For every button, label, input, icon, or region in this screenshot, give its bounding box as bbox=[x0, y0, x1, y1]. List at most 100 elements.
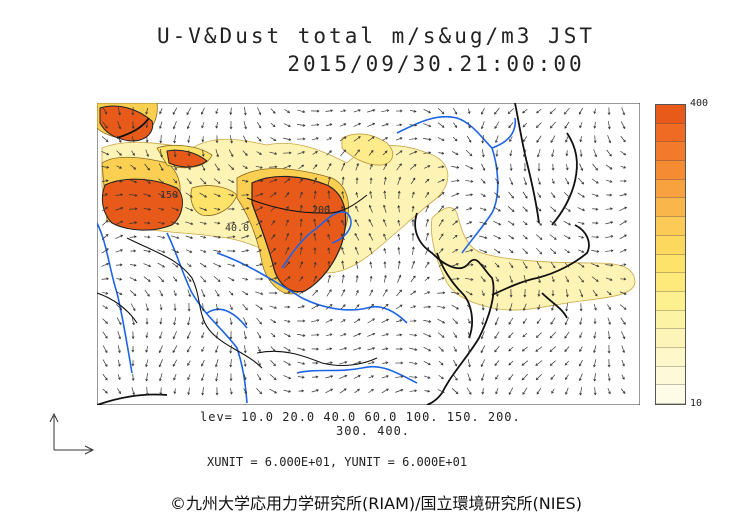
wind-vector-icon bbox=[105, 335, 108, 339]
wind-vector-icon bbox=[385, 347, 389, 351]
wind-vector-icon bbox=[437, 192, 445, 198]
wind-vector-icon bbox=[428, 305, 432, 309]
wind-vector-icon bbox=[231, 278, 235, 282]
wind-vector-icon bbox=[396, 334, 402, 336]
wind-vector-icon bbox=[339, 361, 347, 365]
wind-vector-icon bbox=[215, 125, 219, 129]
wind-vector-icon bbox=[283, 291, 291, 295]
wind-vector-icon bbox=[469, 221, 473, 224]
wind-vector-icon bbox=[382, 362, 388, 364]
wind-vector-icon bbox=[299, 218, 303, 222]
wind-vector-icon bbox=[537, 149, 541, 157]
wind-vector-icon bbox=[173, 377, 176, 381]
wind-vector-icon bbox=[259, 249, 262, 252]
wind-vector-icon bbox=[215, 140, 219, 144]
wind-vector-icon bbox=[174, 279, 178, 282]
wind-vector-icon bbox=[316, 123, 320, 127]
wind-vector-icon bbox=[564, 335, 568, 339]
wind-vector-icon bbox=[581, 181, 585, 185]
colorbar-swatch bbox=[656, 198, 685, 218]
wind-vector-icon bbox=[550, 140, 554, 144]
wind-vector-icon bbox=[606, 179, 612, 183]
wind-vector-icon bbox=[134, 221, 138, 225]
wind-vector-icon bbox=[244, 345, 246, 353]
wind-vector-icon bbox=[284, 261, 290, 269]
wind-vector-icon bbox=[399, 289, 402, 293]
wind-vector-icon bbox=[509, 153, 513, 157]
wind-vector-icon bbox=[343, 109, 347, 113]
wind-vector-icon bbox=[456, 306, 459, 310]
wind-vector-icon bbox=[356, 275, 358, 283]
wind-vector-icon bbox=[344, 347, 348, 350]
wind-vector-icon bbox=[480, 111, 484, 115]
wind-vector-icon bbox=[451, 388, 459, 394]
wind-vector-icon bbox=[258, 138, 262, 142]
wind-vector-icon bbox=[145, 321, 149, 325]
wind-vector-icon bbox=[479, 249, 487, 253]
wind-vector-icon bbox=[229, 364, 233, 368]
wind-vector-icon bbox=[536, 387, 542, 395]
wind-vector-icon bbox=[535, 360, 543, 366]
wind-vector-icon bbox=[537, 177, 541, 185]
wind-vector-icon bbox=[482, 279, 486, 283]
wind-vector-icon bbox=[260, 292, 264, 296]
wind-vector-icon bbox=[340, 319, 346, 323]
wind-vector-icon bbox=[172, 350, 176, 354]
wind-vector-icon bbox=[607, 350, 611, 354]
wind-vector-icon bbox=[409, 347, 417, 351]
wind-vector-icon bbox=[409, 164, 417, 170]
wind-vector-icon bbox=[131, 112, 135, 116]
wind-vector-icon bbox=[325, 375, 333, 379]
wind-vector-icon bbox=[455, 249, 459, 252]
wind-vector-icon bbox=[157, 249, 165, 253]
wind-vector-icon bbox=[159, 149, 163, 157]
wind-vector-icon bbox=[497, 250, 501, 254]
wind-vector-icon bbox=[217, 181, 221, 184]
wind-vector-icon bbox=[440, 233, 444, 237]
wind-vector-icon bbox=[257, 360, 261, 366]
wind-vector-icon bbox=[413, 164, 417, 167]
wind-vector-icon bbox=[551, 154, 554, 158]
wind-vector-icon bbox=[186, 112, 190, 116]
wind-vector-icon bbox=[482, 317, 484, 325]
wind-vector-icon bbox=[593, 359, 597, 367]
wind-vector-icon bbox=[242, 180, 248, 182]
wind-vector-icon bbox=[232, 235, 236, 239]
wind-vector-icon bbox=[340, 304, 346, 310]
wind-vector-icon bbox=[104, 111, 108, 115]
wind-vector-icon bbox=[145, 107, 149, 115]
wind-vector-icon bbox=[287, 291, 291, 294]
wind-vector-icon bbox=[549, 335, 553, 339]
wind-vector-icon bbox=[511, 195, 514, 199]
wind-vector-icon bbox=[343, 123, 347, 126]
wind-vector-icon bbox=[172, 112, 176, 115]
wind-vector-icon bbox=[188, 279, 192, 283]
wind-vector-icon bbox=[202, 136, 204, 142]
wind-vector-icon bbox=[398, 220, 400, 226]
wind-vector-icon bbox=[129, 264, 137, 266]
wind-vector-icon bbox=[257, 107, 261, 115]
wind-vector-icon bbox=[414, 348, 418, 351]
wind-vector-icon bbox=[423, 123, 431, 127]
wind-vector-icon bbox=[623, 277, 627, 281]
wind-vector-icon bbox=[508, 125, 512, 129]
wind-vector-icon bbox=[619, 304, 627, 310]
wind-vector-icon bbox=[105, 233, 109, 237]
wind-vector-icon bbox=[329, 333, 333, 337]
wind-vector-icon bbox=[469, 207, 473, 211]
wind-vector-icon bbox=[622, 336, 626, 340]
wind-vector-icon bbox=[595, 221, 599, 225]
wind-vector-icon bbox=[566, 150, 568, 156]
wind-vector-icon bbox=[566, 264, 570, 268]
wind-vector-icon bbox=[186, 107, 192, 115]
wind-vector-icon bbox=[302, 362, 306, 365]
colorbar-swatch bbox=[656, 273, 685, 292]
wind-vector-icon bbox=[343, 149, 346, 153]
wind-vector-icon bbox=[104, 377, 108, 381]
wind-vector-icon bbox=[316, 389, 319, 392]
wind-vector-icon bbox=[258, 363, 261, 367]
wind-vector-icon bbox=[143, 263, 151, 267]
wind-vector-icon bbox=[241, 207, 249, 211]
wind-vector-icon bbox=[578, 249, 584, 253]
wind-vector-icon bbox=[288, 138, 292, 141]
